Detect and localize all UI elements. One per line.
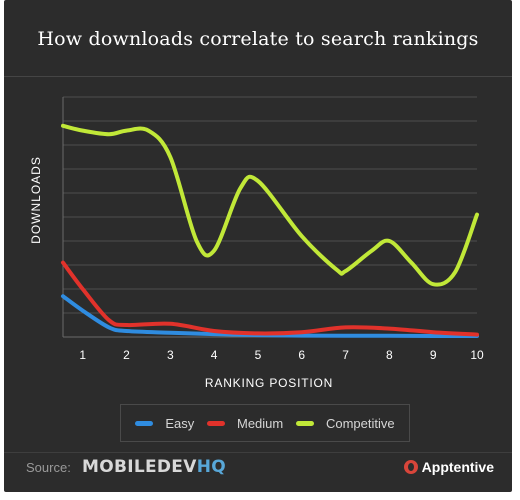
x-tick-labels: 1 2 3 4 5 6 7 8 9 10 (79, 348, 484, 362)
legend-swatch-competitive (295, 420, 314, 426)
series-line-medium (61, 260, 479, 337)
x-tick-label: 9 (430, 348, 437, 362)
y-axis-label: DOWNLOADS (29, 156, 43, 244)
chart-legend: Easy Medium Competitive (120, 404, 410, 442)
x-tick-label: 4 (211, 348, 218, 362)
x-tick-label: 6 (298, 348, 305, 362)
legend-swatch-medium (207, 420, 225, 426)
footer-divider (4, 452, 512, 453)
legend-swatch-easy (135, 420, 154, 426)
x-tick-label: 2 (123, 348, 130, 362)
x-tick-label: 5 (255, 348, 262, 362)
apptentive-icon (403, 460, 418, 474)
apptentive-logo: Apptentive (403, 456, 494, 478)
x-axis-label: RANKING POSITION (205, 376, 333, 390)
chart-plot: 1 2 3 4 5 6 7 8 9 10 DOWNLOADS RANKING POSITION (29, 96, 484, 390)
x-tick-label: 8 (386, 348, 393, 362)
source-label: Source: (26, 460, 71, 475)
infographic-card: How downloads correlate to search rankin… (4, 0, 512, 492)
apptentive-logo-text: Apptentive (421, 459, 494, 475)
series-lines (61, 123, 479, 339)
grid-lines (63, 96, 477, 314)
series-line-competitive (61, 123, 479, 287)
title-divider (4, 76, 512, 77)
x-tick-label: 1 (79, 348, 86, 362)
x-tick-label: 3 (167, 348, 174, 362)
logo-text-mobiledev: MOBILEDEV (82, 457, 197, 477)
legend-label-competitive: Competitive (325, 415, 395, 431)
legend-label-easy: Easy (165, 415, 195, 431)
x-tick-label: 7 (342, 348, 349, 362)
legend-item-medium: Medium (207, 416, 283, 431)
mobiledevhq-logo: MOBILEDEVHQ (82, 455, 226, 479)
chart-title: How downloads correlate to search rankin… (37, 28, 479, 50)
logo-text-hq: HQ (196, 457, 226, 477)
x-tick-label: 10 (470, 348, 484, 362)
legend-item-easy: Easy (135, 416, 194, 431)
legend-label-medium: Medium (237, 415, 284, 431)
legend-item-competitive: Competitive (295, 415, 395, 431)
